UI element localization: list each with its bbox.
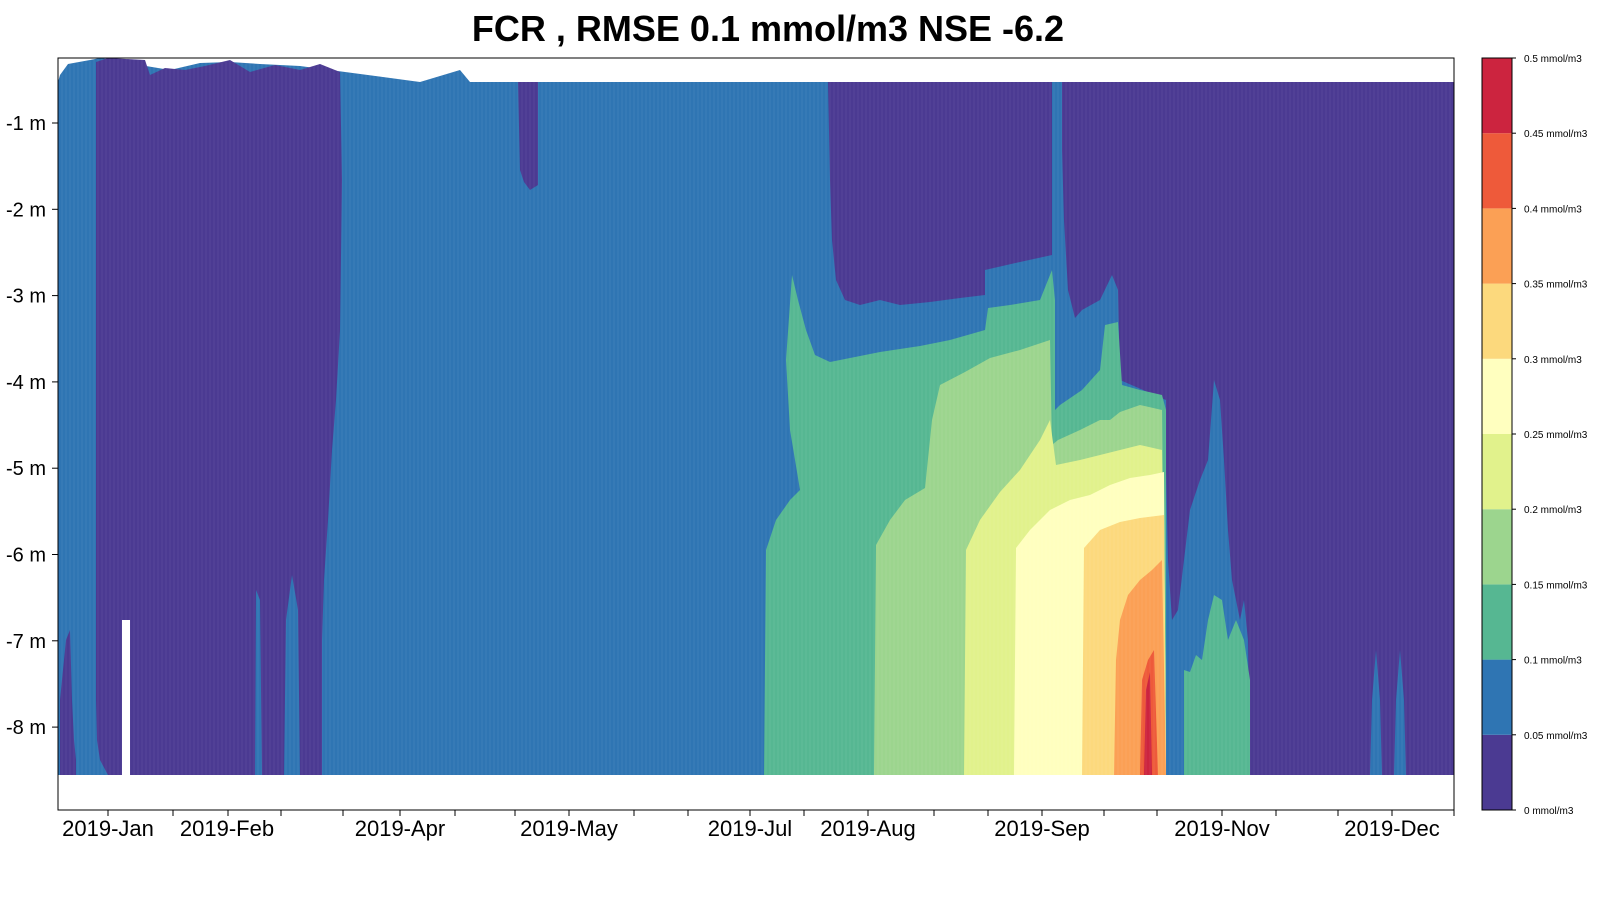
- y-tick-label: -7 m: [6, 631, 46, 653]
- colorbar: 0 mmol/m3 0.05 mmol/m3 0.1 mmol/m3 0.15 mmo…: [1481, 54, 1588, 817]
- x-tick-label: 2019-Apr: [355, 816, 446, 841]
- level-purple-edge: [60, 630, 76, 775]
- colorbar-swatch: [1482, 659, 1512, 735]
- colorbar-label: 0.05 mmol/m3: [1524, 731, 1588, 742]
- level-purple-winter: [96, 58, 342, 775]
- level-purple-summer: [828, 82, 1052, 305]
- y-tick-label: -8 m: [6, 717, 46, 739]
- x-tick-label: 2019-Jul: [708, 816, 792, 841]
- level-purple-autumn: [1062, 82, 1454, 775]
- heatmap-field: [58, 58, 1454, 810]
- colorbar-swatch: [1482, 283, 1512, 359]
- colorbar-label: 0.35 mmol/m3: [1524, 280, 1588, 291]
- colorbar-label: 0.4 mmol/m3: [1524, 204, 1582, 215]
- colorbar-swatch: [1482, 509, 1512, 585]
- colorbar-swatch: [1482, 734, 1512, 810]
- x-tick-label: 2019-May: [520, 816, 618, 841]
- colorbar-swatch: [1482, 358, 1512, 434]
- x-tick-label: 2019-Dec: [1344, 816, 1439, 841]
- y-tick-label: -3 m: [6, 286, 46, 308]
- colorbar-label: 0.3 mmol/m3: [1524, 355, 1582, 366]
- colorbar-swatch: [1482, 434, 1512, 510]
- x-tick-label: 2019-Jan: [62, 816, 154, 841]
- y-tick-label: -5 m: [6, 458, 46, 480]
- colorbar-label: 0.45 mmol/m3: [1524, 129, 1588, 140]
- colorbar-swatch: [1482, 133, 1512, 209]
- x-axis: 2019-Jan 2019-Feb 2019-Apr 2019-May 2019-Jul…: [62, 810, 1455, 841]
- level-red-region: [1144, 672, 1152, 775]
- colorbar-swatch: [1482, 58, 1512, 134]
- level-purple-may-streak: [518, 82, 538, 190]
- x-tick-label: 2019-Nov: [1174, 816, 1269, 841]
- colorbar-label: 0 mmol/m3: [1524, 806, 1574, 817]
- colorbar-label: 0.2 mmol/m3: [1524, 505, 1582, 516]
- y-tick-label: -2 m: [6, 199, 46, 221]
- y-tick-label: -4 m: [6, 372, 46, 394]
- colorbar-swatch: [1482, 208, 1512, 284]
- colorbar-label: 0.1 mmol/m3: [1524, 656, 1582, 667]
- grid-texture: [58, 58, 1451, 775]
- colorbar-label: 0.25 mmol/m3: [1524, 430, 1588, 441]
- y-tick-label: -6 m: [6, 545, 46, 567]
- plot-frame: [57, 57, 1455, 811]
- y-tick-label: -1 m: [6, 113, 46, 135]
- x-tick-label: 2019-Feb: [180, 816, 274, 841]
- no-data-gap: [122, 620, 130, 780]
- colorbar-swatch: [1482, 584, 1512, 660]
- colorbar-label: 0.5 mmol/m3: [1524, 54, 1582, 65]
- level-green-nov: [1184, 595, 1250, 775]
- no-data-bottom: [58, 775, 1454, 810]
- chart-title: FCR , RMSE 0.1 mmol/m3 NSE -6.2: [471, 8, 1065, 49]
- x-tick-label: 2019-Sep: [994, 816, 1089, 841]
- colorbar-label: 0.15 mmol/m3: [1524, 580, 1588, 591]
- y-axis: -1 m -2 m -3 m -4 m -5 m -6 m -7 m -8 m: [6, 113, 58, 739]
- x-tick-label: 2019-Aug: [820, 816, 915, 841]
